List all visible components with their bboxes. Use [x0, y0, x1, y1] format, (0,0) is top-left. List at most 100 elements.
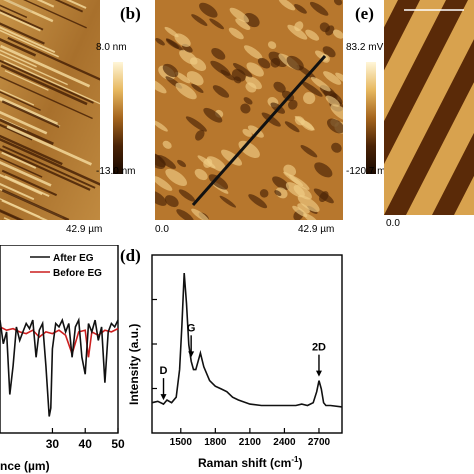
- afm-a-ridge: [0, 117, 28, 132]
- axis-e-start: 0.0: [386, 218, 400, 229]
- legend-before-label: Before EG: [53, 268, 102, 279]
- colorbar-b: [366, 62, 376, 174]
- afm-b-domain: [303, 92, 316, 105]
- afm-b-domain: [292, 205, 308, 217]
- afm-a-ridge: [0, 59, 94, 104]
- afm-a-ridge: [0, 96, 59, 125]
- colorbar-a-min: -13.0 nm: [96, 166, 136, 177]
- afm-b-domain: [232, 63, 253, 78]
- legend-after-label: After EG: [53, 253, 94, 264]
- afm-a-ridge: [2, 145, 96, 189]
- afm-b-domain: [164, 195, 179, 208]
- axis-b-end: 42.9 µm: [298, 224, 335, 235]
- afm-b-domain: [155, 120, 168, 132]
- axis-a-end: 42.9 µm: [66, 224, 103, 235]
- peak-arrowhead: [315, 370, 322, 377]
- afm-b-domain: [157, 154, 176, 169]
- afm-b-domain: [155, 38, 165, 46]
- afm-a-ridge: [0, 26, 56, 54]
- afm-a-ridge: [0, 138, 100, 186]
- afm-a-ridge: [3, 0, 54, 23]
- peak-label: G: [187, 322, 196, 334]
- afm-b-domain: [176, 209, 194, 220]
- afm-b-domain: [155, 190, 167, 206]
- afm-b-domain: [208, 174, 229, 190]
- peak-label: 2D: [312, 342, 326, 354]
- peak-arrowhead: [160, 394, 167, 401]
- afm-b-domain: [278, 0, 296, 11]
- afm-a-ridge: [36, 0, 55, 8]
- afm-a-ridge: [3, 59, 100, 105]
- afm-b-domain: [191, 83, 204, 93]
- panel-d-letter: (d): [120, 246, 141, 265]
- afm-b-domain: [309, 1, 329, 16]
- afm-e-stripe: [384, 0, 468, 165]
- afm-b-domain: [231, 69, 246, 82]
- chart-c-xlabel: nce (µm): [0, 459, 50, 473]
- afm-a-ridge: [0, 118, 54, 146]
- chart-c-xtick-label: 30: [46, 437, 60, 451]
- line-profile-marker: [191, 55, 327, 206]
- afm-b-domain: [248, 194, 268, 209]
- afm-a-ridge: [1, 151, 37, 169]
- afm-a-ridge: [0, 160, 52, 187]
- afm-e-stripe: [384, 39, 474, 215]
- afm-b-domain: [240, 103, 251, 114]
- afm-a-ridge: [0, 173, 43, 196]
- afm-b-domain: [333, 0, 343, 6]
- afm-b-domain: [273, 81, 286, 93]
- panel-b-letter: (b): [120, 4, 141, 23]
- afm-b-domain: [190, 57, 207, 71]
- chart-d-xtick-label: 2100: [239, 437, 262, 448]
- afm-b-domain: [331, 142, 342, 153]
- chart-c-series-after: [0, 317, 119, 417]
- afm-b-domain: [272, 176, 290, 190]
- afm-b-domain: [175, 82, 197, 100]
- afm-b-domain: [162, 140, 172, 149]
- afm-b-domain: [243, 13, 260, 28]
- afm-b-domain: [242, 128, 252, 137]
- afm-a-ridge: [0, 64, 88, 106]
- afm-a-ridge: [0, 157, 43, 178]
- chart-c: 30 40 50 After EG Before EG nce (µm): [0, 245, 125, 473]
- afm-b-domain: [300, 145, 318, 158]
- peak-label: D: [160, 365, 168, 377]
- chart-c-frame: [0, 245, 119, 434]
- afm-a-ridge: [1, 169, 58, 197]
- afm-a-ridge: [0, 38, 37, 57]
- afm-a-ridge: [1, 100, 60, 129]
- afm-b-domain: [323, 71, 342, 85]
- afm-b-domain: [229, 7, 249, 23]
- afm-a-ridge: [1, 199, 48, 220]
- afm-b-domain: [219, 195, 237, 208]
- afm-a-ridge: [0, 148, 91, 191]
- afm-b-domain: [203, 107, 223, 123]
- afm-a-ridge: [1, 188, 70, 220]
- panel-e-letter: (e): [355, 4, 374, 23]
- afm-image-e: [384, 0, 474, 215]
- afm-b-domain: [305, 29, 320, 41]
- colorbar-a: [113, 62, 123, 174]
- afm-b-domain: [177, 159, 187, 168]
- afm-a-ridge: [23, 0, 87, 29]
- afm-b-domain: [261, 112, 281, 127]
- colorbar-b-max: 83.2 mV: [346, 42, 384, 53]
- afm-a-ridge: [0, 123, 33, 141]
- afm-b-domain: [267, 41, 277, 49]
- chart-d-spectrum: [151, 272, 343, 408]
- afm-a-ridge: [0, 110, 48, 135]
- afm-b-domain: [191, 14, 208, 26]
- afm-b-domain: [155, 152, 166, 170]
- afm-b-domain: [212, 85, 230, 98]
- afm-b-domain: [325, 95, 340, 107]
- afm-b-domain: [335, 72, 343, 84]
- afm-b-domain: [314, 162, 333, 178]
- chart-d-xtick-label: 1500: [170, 437, 193, 448]
- afm-b-domain: [289, 174, 310, 190]
- colorbar-a-max: 8.0 nm: [96, 42, 127, 53]
- afm-b-domain: [243, 97, 253, 105]
- peak-arrowhead: [188, 351, 195, 358]
- afm-b-domain: [330, 104, 343, 122]
- chart-d-xtick-label: 2400: [273, 437, 296, 448]
- afm-b-domain: [332, 29, 343, 39]
